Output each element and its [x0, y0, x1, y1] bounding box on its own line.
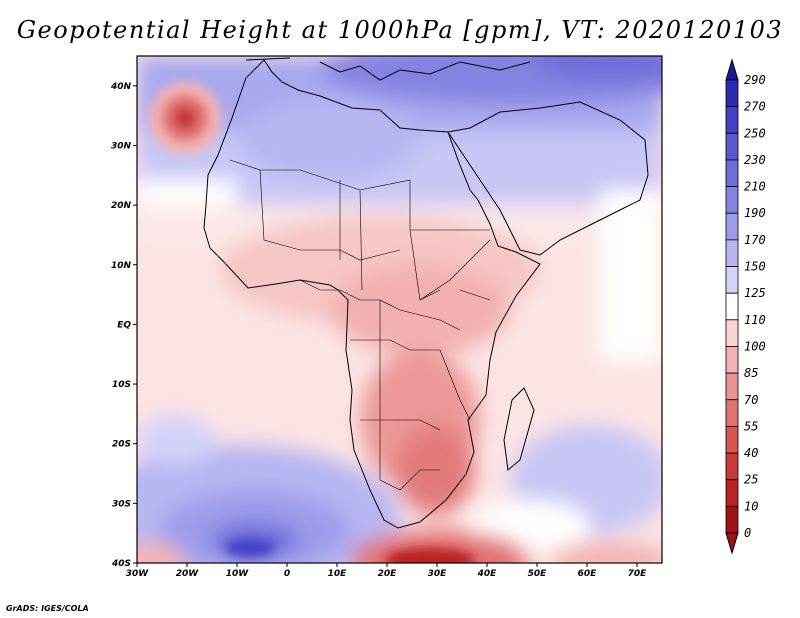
colorbar-segment: [725, 346, 739, 374]
lon-tick-label: 30W: [126, 569, 150, 579]
colorbar-segment: [725, 106, 739, 134]
lat-tick-label: 10S: [112, 380, 131, 390]
colorbar-label: 10: [744, 499, 758, 513]
colorbar-label: 290: [744, 73, 766, 87]
colorbar-label: 85: [744, 366, 758, 380]
lat-tick-label: 40S: [111, 559, 131, 569]
credit-label: GrADS: IGES/COLA: [6, 604, 89, 613]
colorbar-bottom-arrow: [725, 532, 739, 555]
lon-tick-label: 20E: [378, 569, 398, 579]
lat-tick-label: 20N: [111, 201, 132, 211]
lon-tick-label: 40E: [477, 569, 498, 579]
lon-tick-label: 10W: [226, 569, 250, 579]
colorbar-label: 230: [744, 153, 766, 167]
colorbar-label: 25: [744, 473, 758, 487]
colorbar-label: 0: [744, 526, 751, 540]
colorbar-label: 250: [744, 126, 766, 140]
colorbar-label: 170: [744, 233, 766, 247]
lat-tick-label: EQ: [117, 320, 131, 330]
lon-tick-label: 20W: [176, 569, 200, 579]
colorbar-segment: [725, 505, 739, 534]
lon-tick-label: 50E: [528, 569, 548, 579]
colorbar-segment: [725, 239, 739, 267]
colorbar-segment: [725, 452, 739, 481]
colorbar-label: 55: [744, 419, 758, 433]
lat-tick-label: 30S: [112, 499, 131, 509]
colorbar-label: 110: [744, 313, 766, 327]
lon-tick-label: 30E: [428, 569, 448, 579]
lat-tick-label: 20S: [112, 440, 131, 450]
colorbar-label: 210: [744, 180, 766, 194]
colorbar-label: 70: [744, 393, 758, 407]
colorbar-segment: [725, 399, 739, 427]
lat-tick-label: 40N: [110, 82, 132, 92]
colorbar-segment: [725, 159, 739, 187]
colorbar-label: 100: [744, 339, 766, 353]
colorbar-segment: [725, 426, 739, 454]
colorbar: 2902702502302101901701501251101008570554…: [725, 58, 766, 555]
colorbar-label: 190: [744, 206, 766, 220]
lat-tick-label: 30N: [111, 141, 132, 151]
lat-tick-label: 10N: [111, 261, 132, 271]
colorbar-segment: [725, 372, 739, 401]
colorbar-segment: [725, 212, 739, 241]
map-title: Geopotential Height at 1000hPa [gpm], VT…: [16, 16, 784, 44]
colorbar-segment: [725, 479, 739, 507]
lon-tick-label: 0: [284, 569, 290, 579]
colorbar-top-arrow: [725, 58, 739, 81]
longitude-ticks: 30W 20W 10W 0 10E 20E 30E 40E 50E 60E 70E: [126, 563, 647, 579]
lon-tick-label: 60E: [578, 569, 598, 579]
colorbar-segment: [725, 266, 739, 294]
coastlines: [203, 57, 649, 529]
colorbar-segment: [725, 186, 739, 214]
colorbar-label: 150: [744, 260, 766, 274]
colorbar-segment: [725, 319, 739, 347]
height-field: [137, 56, 662, 563]
colorbar-segment: [725, 79, 739, 108]
colorbar-segment: [725, 132, 739, 161]
colorbar-label: 270: [744, 100, 766, 114]
lon-tick-label: 10E: [328, 569, 348, 579]
colorbar-label: 125: [744, 286, 766, 300]
latitude-ticks: 40N 30N 20N 10N EQ 10S 20S 30S 40S: [110, 82, 137, 569]
lon-tick-label: 70E: [628, 569, 648, 579]
colorbar-segment: [725, 292, 739, 321]
borders: [229, 159, 491, 491]
colorbar-label: 40: [744, 446, 758, 460]
map-frame: [136, 55, 663, 564]
